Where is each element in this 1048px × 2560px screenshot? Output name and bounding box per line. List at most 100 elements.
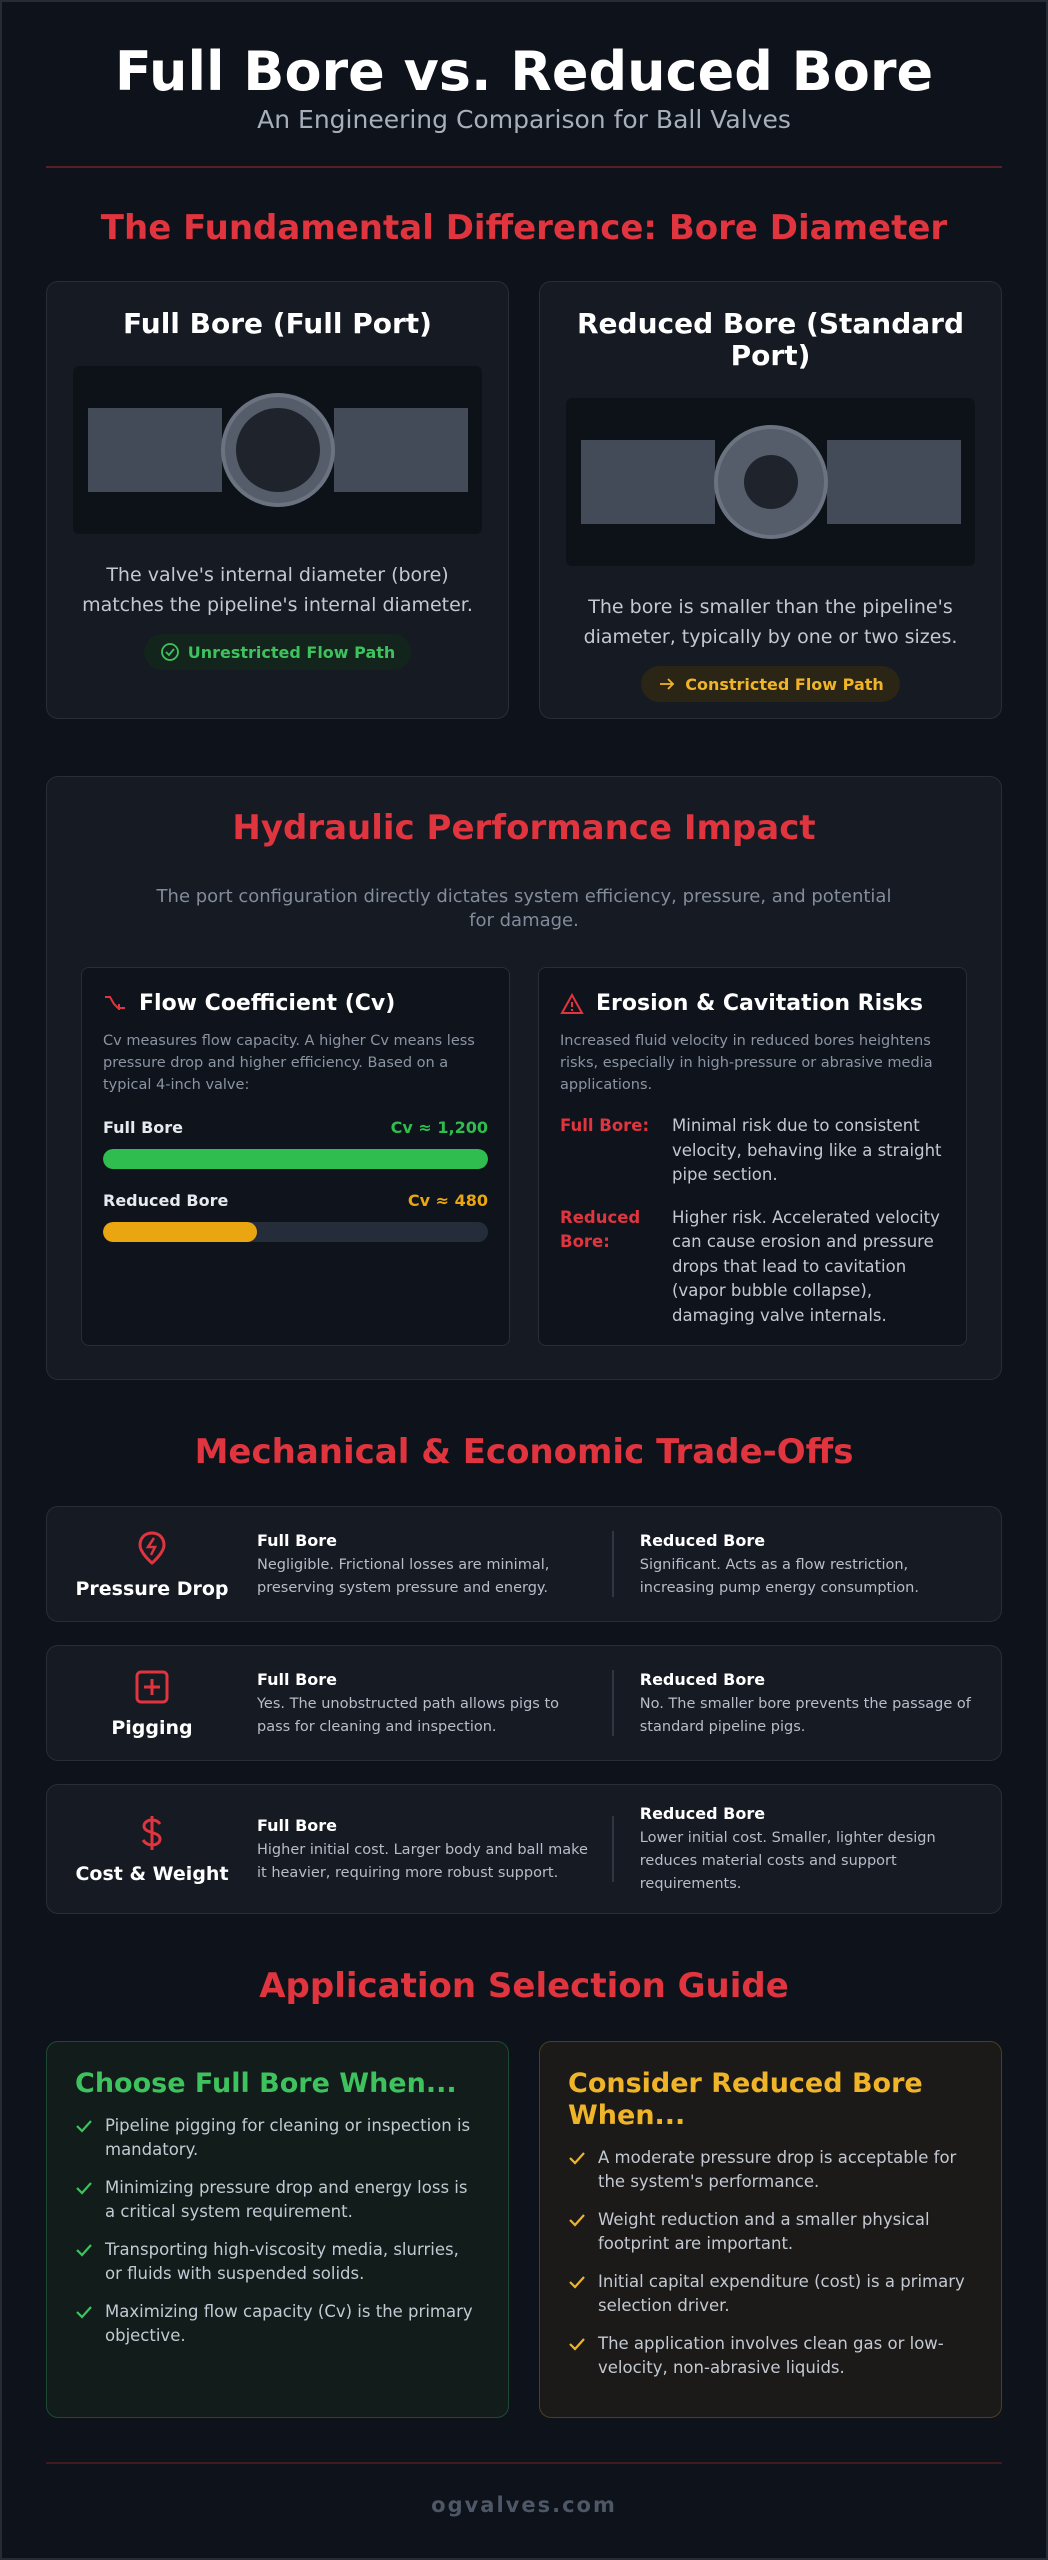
check-icon bbox=[76, 2182, 92, 2195]
item-text: A moderate pressure drop is acceptable f… bbox=[598, 2148, 957, 2191]
card-description: Increased fluid velocity in reduced bore… bbox=[560, 1033, 933, 1093]
factor-icon bbox=[138, 1531, 166, 1565]
check-icon bbox=[569, 2338, 585, 2351]
card-description: The bore is smaller than the pipeline's … bbox=[583, 596, 958, 648]
bar-label: Reduced Bore bbox=[103, 1191, 229, 1210]
cell-text: No. The smaller bore prevents the passag… bbox=[639, 1695, 971, 1735]
tradeoff-row: Pigging Full Bore Yes. The unobstructed pa… bbox=[46, 1645, 1002, 1761]
item-text: Initial capital expenditure (cost) is a … bbox=[598, 2272, 965, 2315]
selection-card: Choose Full Bore When... Pipeline pigging… bbox=[46, 2041, 509, 2418]
cell-title: Reduced Bore bbox=[639, 1530, 766, 1550]
factor: Cost & Weight bbox=[47, 1813, 257, 1885]
bore-cards: Full Bore (Full Port) The valve's intern… bbox=[46, 281, 1002, 719]
card-title: Flow Coefficient (Cv) bbox=[103, 990, 488, 1018]
card-title: Consider Reduced Bore When... bbox=[568, 2068, 923, 2131]
cell-text: Negligible. Frictional losses are minima… bbox=[257, 1556, 550, 1596]
item-text: Weight reduction and a smaller physical … bbox=[598, 2210, 930, 2253]
full-bore-cell: Full Bore Yes. The unobstructed path allo… bbox=[257, 1668, 592, 1739]
valve-diagram bbox=[566, 398, 975, 566]
item-text: The application involves clean gas or lo… bbox=[598, 2334, 944, 2377]
card-description: Cv measures flow capacity. A higher Cv m… bbox=[103, 1033, 475, 1093]
risk-label: Reduced Bore: bbox=[560, 1207, 641, 1252]
separator bbox=[612, 1531, 614, 1597]
check-icon bbox=[569, 2214, 585, 2227]
card-title: Full Bore (Full Port) bbox=[123, 307, 432, 340]
separator bbox=[612, 1816, 614, 1882]
subtitle: An Engineering Comparison for Ball Valve… bbox=[257, 105, 791, 134]
bar-track bbox=[103, 1149, 488, 1169]
risk-item: Reduced Bore: Higher risk. Accelerated ve… bbox=[560, 1206, 945, 1329]
cell-text: Significant. Acts as a flow restriction,… bbox=[639, 1556, 919, 1596]
full-bore-valve bbox=[87, 393, 468, 507]
bar-value-label: Cv ≈ 1,200 bbox=[390, 1118, 488, 1137]
full-bore-cell: Full Bore Negligible. Frictional losses a… bbox=[257, 1529, 592, 1600]
badge-text: Constricted Flow Path bbox=[685, 674, 884, 694]
card-title: Choose Full Bore When... bbox=[75, 2068, 457, 2099]
check-icon bbox=[76, 2244, 92, 2257]
risk-text: Higher risk. Accelerated velocity can ca… bbox=[672, 1207, 940, 1325]
section-heading: Application Selection Guide bbox=[259, 1966, 789, 2006]
bar-label-row: Full Bore Cv ≈ 1,200 bbox=[103, 1118, 488, 1137]
selection-cards: Choose Full Bore When... Pipeline pigging… bbox=[46, 2041, 1002, 2418]
factor: Pressure Drop bbox=[47, 1528, 257, 1600]
card-description: The valve's internal diameter (bore) mat… bbox=[82, 564, 473, 616]
title-text: Flow Coefficient (Cv) bbox=[139, 991, 396, 1016]
full-bore-cell: Full Bore Higher initial cost. Larger bod… bbox=[257, 1814, 592, 1885]
section-heading: The Fundamental Difference: Bore Diamete… bbox=[100, 208, 948, 248]
footer: ogvalves.com bbox=[431, 2493, 617, 2517]
selection-card: Consider Reduced Bore When... A moderate … bbox=[539, 2041, 1002, 2418]
check-icon bbox=[569, 2152, 585, 2165]
divider bbox=[46, 2462, 1002, 2464]
bar-track bbox=[103, 1222, 488, 1242]
bore-card: Full Bore (Full Port) The valve's intern… bbox=[46, 281, 509, 719]
selection-item: Minimizing pressure drop and energy loss… bbox=[75, 2176, 480, 2224]
cell-title: Full Bore bbox=[257, 1669, 337, 1689]
item-text: Pipeline pigging for cleaning or inspect… bbox=[105, 2116, 471, 2159]
page-title: Full Bore vs. Reduced Bore bbox=[114, 40, 934, 103]
selection-item: Pipeline pigging for cleaning or inspect… bbox=[75, 2114, 480, 2162]
tradeoff-row: Cost & Weight Full Bore Higher initial cos… bbox=[46, 1784, 1002, 1914]
card-title: Erosion & Cavitation Risks bbox=[560, 990, 945, 1018]
erosion-card: Erosion & Cavitation Risks Increased flu… bbox=[538, 967, 967, 1346]
cell-text: Yes. The unobstructed path allows pigs t… bbox=[257, 1695, 560, 1735]
check-icon bbox=[569, 2276, 585, 2289]
cell-title: Reduced Bore bbox=[639, 1669, 766, 1689]
reduced-bore-cell: Reduced Bore Lower initial cost. Smaller,… bbox=[640, 1802, 975, 1896]
check-icon bbox=[76, 2306, 92, 2319]
bar-label-row: Reduced Bore Cv ≈ 480 bbox=[103, 1191, 488, 1210]
item-text: Transporting high-viscosity media, slurr… bbox=[105, 2240, 459, 2283]
factor-icon bbox=[135, 1670, 169, 1704]
separator bbox=[612, 1670, 614, 1736]
bar-value-label: Cv ≈ 480 bbox=[407, 1191, 488, 1210]
bar bbox=[103, 1149, 488, 1169]
section-heading: Mechanical & Economic Trade-Offs bbox=[194, 1432, 854, 1472]
factor-icon bbox=[141, 1816, 162, 1850]
bar bbox=[103, 1222, 257, 1242]
cell-title: Full Bore bbox=[257, 1530, 337, 1550]
selection-item: Weight reduction and a smaller physical … bbox=[568, 2208, 973, 2256]
selection-item: Transporting high-viscosity media, slurr… bbox=[75, 2238, 480, 2286]
divider bbox=[46, 166, 1002, 168]
item-text: Maximizing flow capacity (Cv) is the pri… bbox=[105, 2302, 473, 2345]
risk-label: Full Bore: bbox=[560, 1116, 650, 1135]
cell-text: Lower initial cost. Smaller, lighter des… bbox=[639, 1830, 936, 1892]
section-heading: Hydraulic Performance Impact bbox=[232, 808, 816, 848]
selection-item: Initial capital expenditure (cost) is a … bbox=[568, 2270, 973, 2318]
factor-name: Cost & Weight bbox=[75, 1863, 229, 1885]
badge: Constricted Flow Path bbox=[641, 666, 900, 702]
bore-card: Reduced Bore (Standard Port) The bore is… bbox=[539, 281, 1002, 719]
intro: The port configuration directly dictates… bbox=[156, 886, 892, 931]
selection-item: A moderate pressure drop is acceptable f… bbox=[568, 2146, 973, 2194]
badge: Unrestricted Flow Path bbox=[143, 634, 412, 670]
bar-label: Full Bore bbox=[103, 1118, 183, 1137]
factor: Pigging bbox=[47, 1667, 257, 1739]
reduced-bore-cell: Reduced Bore No. The smaller bore prevent… bbox=[640, 1668, 975, 1739]
hydraulic-panel: Hydraulic Performance Impact The port co… bbox=[46, 776, 1002, 1380]
factor-name: Pigging bbox=[111, 1717, 193, 1739]
card-title: Reduced Bore (Standard Port) bbox=[577, 307, 964, 372]
valve-diagram bbox=[73, 366, 482, 534]
selection-item: The application involves clean gas or lo… bbox=[568, 2332, 973, 2380]
tradeoff-row: Pressure Drop Full Bore Negligible. Fricti… bbox=[46, 1506, 1002, 1622]
item-text: Minimizing pressure drop and energy loss… bbox=[105, 2178, 468, 2221]
